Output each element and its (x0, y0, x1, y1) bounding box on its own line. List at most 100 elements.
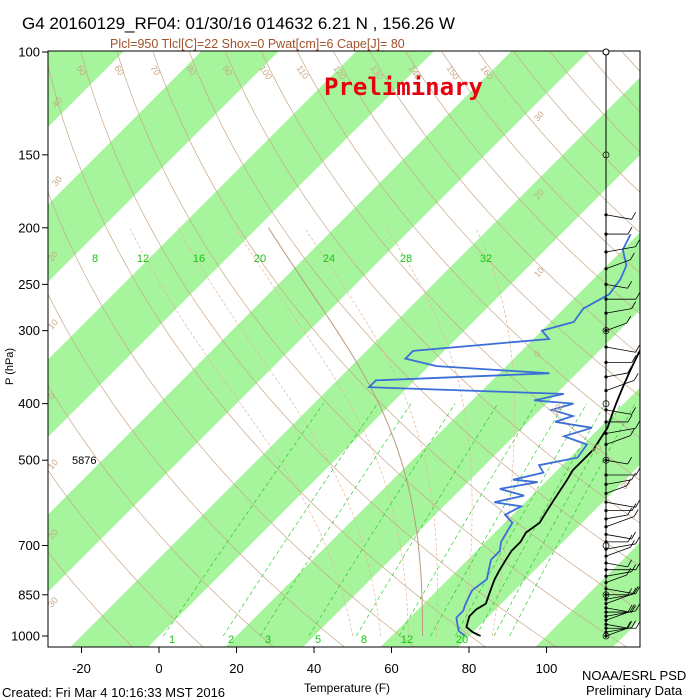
dry-adiabat (48, 469, 204, 647)
wind-barb-feather (631, 564, 636, 572)
wind-barb (605, 346, 636, 353)
wind-barb-feather (635, 562, 641, 570)
isotherm-left-label: 10 (46, 317, 60, 331)
isotherm-left-label: 10 (46, 457, 60, 471)
dry-adiabat-label: 90 (220, 63, 234, 77)
isotherm-band (70, 77, 640, 647)
wind-barb-feather (635, 421, 640, 429)
y-axis-label: P (hPa) (4, 348, 16, 385)
wind-level-dot (604, 614, 608, 618)
mixing-ratio-low-label: 1 (169, 634, 175, 646)
wind-barb (605, 574, 627, 583)
isotherm-band (48, 51, 125, 128)
wind-barb-feather (627, 365, 633, 374)
wind-barb-feather (627, 226, 633, 235)
wind-barb-feather (633, 509, 639, 517)
moist-adiabat (304, 227, 438, 637)
wind-barb-feather (635, 291, 641, 300)
moist-adiabat (129, 227, 354, 637)
moist-adiabat (475, 227, 515, 637)
wind-barb-feather (626, 621, 632, 629)
wind-barb-feather (627, 620, 633, 629)
mixing-ratio-low-label: 2 (228, 634, 234, 646)
wind-barb-feather (626, 315, 632, 324)
wind-barb-feather (631, 301, 636, 309)
x-tick-label: 0 (155, 661, 162, 676)
mixing-ratio-lines (163, 403, 636, 637)
mixing-ratio-line (163, 403, 324, 637)
wind-barb (605, 546, 631, 557)
wind-barb (605, 516, 635, 528)
wind-ref-circle (602, 151, 610, 159)
wind-barb-feather (631, 620, 636, 628)
wind-level-dot (604, 517, 608, 521)
wind-barb-feather (627, 604, 633, 613)
wind-barb (605, 427, 636, 434)
isotherm-right-label: 30 (532, 109, 546, 123)
mixing-ratio-label: 12 (137, 253, 149, 265)
wind-barb-feather (631, 407, 636, 415)
mixing-ratio-line (430, 403, 565, 637)
mixing-ratio-line (398, 403, 537, 637)
isotherm-band (225, 232, 640, 647)
wind-ref-circle (602, 632, 610, 640)
wind-profile-panel (602, 48, 641, 640)
wind-barb-feather (635, 345, 640, 353)
mixing-ratio-low-label: 12 (401, 634, 413, 646)
dry-adiabat-label: 50 (74, 63, 88, 77)
mixing-ratio-line (509, 403, 636, 637)
wind-barb-feather (631, 212, 636, 220)
wind-barb (605, 308, 632, 314)
mixing-ratio-line (493, 403, 622, 637)
mixing-ratio-low-label: 5 (315, 634, 321, 646)
mixing-ratio-line (356, 403, 499, 637)
wind-barb (605, 409, 632, 415)
wind-barb-feather (626, 567, 632, 576)
isotherm-right-label: 0 (532, 349, 543, 359)
wind-barb-feather (631, 472, 636, 481)
wind-barb-feather (635, 621, 641, 629)
mixing-ratio-label: 28 (400, 253, 412, 265)
wind-barb (605, 246, 636, 253)
dry-adiabat (116, 51, 628, 647)
wind-barb (605, 628, 627, 637)
isotherm-left-label: 20 (46, 527, 60, 541)
isotherm-left-label: 30 (50, 174, 64, 188)
wind-barb-feather (635, 586, 640, 595)
footer-status: Preliminary Data (586, 683, 683, 698)
dry-adiabat (369, 51, 640, 356)
height-label: 5876 (72, 455, 96, 467)
mixing-ratio-line (308, 403, 456, 637)
x-tick-label: 20 (229, 661, 243, 676)
isotherm-right-label: 10 (550, 402, 564, 416)
wind-barb (605, 543, 636, 550)
wind-barb-feather (627, 456, 633, 465)
y-tick-label: 850 (18, 587, 40, 602)
dry-adiabat-label: 70 (148, 63, 162, 77)
x-tick-label: 40 (307, 661, 321, 676)
wind-ref-circle (602, 542, 610, 549)
footer-org: NOAA/ESRL PSD (582, 668, 686, 683)
wind-barb (605, 607, 632, 613)
mixing-ratio-low-label: 8 (361, 634, 367, 646)
isotherm-left-label: 40 (50, 95, 64, 109)
mixing-ratio-line (455, 403, 587, 637)
wind-barb (605, 534, 632, 540)
green-isotherm-bands (48, 51, 640, 647)
mixing-ratio-label: 8 (92, 253, 98, 265)
isotherm-left-label: 20 (46, 249, 60, 263)
mixing-ratio-low-label: 20 (456, 634, 468, 646)
y-tick-label: 500 (18, 453, 40, 468)
wind-barb (605, 485, 627, 494)
isotherm-band (535, 542, 640, 647)
isotherm-left-label: 0 (46, 391, 57, 401)
dry-adiabat (48, 63, 486, 647)
chart-title: G4 20160129_RF04: 01/30/16 014632 6.21 N… (22, 14, 455, 33)
chart-subtitle: Plcl=950 Tlcl[C]=22 Shox=0 Pwat[cm]=6 Ca… (110, 37, 405, 51)
dry-adiabat (80, 51, 557, 647)
plot-frame (47, 50, 641, 648)
wind-barb-feather (635, 239, 640, 247)
isotherm-right-label: 10 (532, 265, 546, 279)
